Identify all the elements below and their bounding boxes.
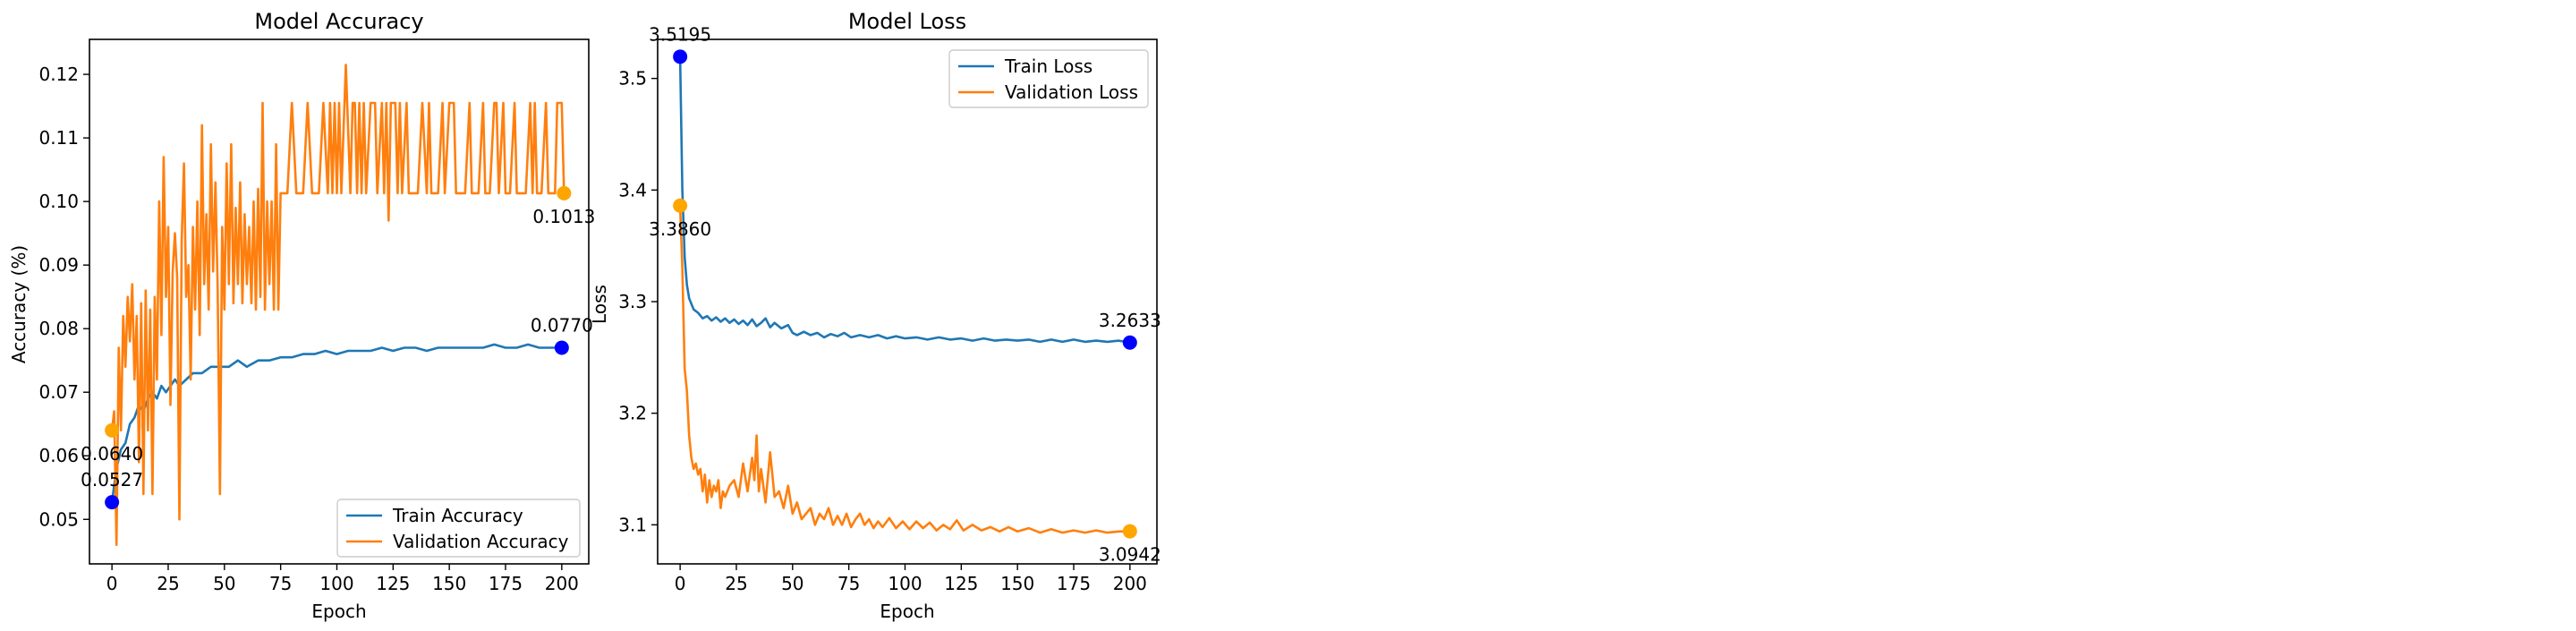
accuracy-y-tick-label: 0.09 [38,254,79,276]
accuracy-y-tick-label: 0.08 [38,318,79,339]
accuracy-y-tick-label: 0.11 [38,127,79,149]
loss-x-tick-label: 175 [1057,573,1091,594]
loss-x-tick-label: 0 [675,573,686,594]
loss-y-tick-label: 3.3 [618,291,647,312]
loss-y-tick-label: 3.1 [618,514,647,535]
accuracy-x-tick-label: 0 [106,573,118,594]
loss-y-tick-label: 3.4 [618,179,647,200]
loss-x-tick-label: 75 [837,573,860,594]
loss-annotation-label-2: 3.2633 [1099,310,1161,331]
loss-x-tick-label: 200 [1113,573,1147,594]
accuracy-legend-box [336,499,581,558]
loss-annotation-label-3: 3.0942 [1099,544,1161,566]
accuracy-x-tick-label: 75 [269,573,292,594]
loss-y-tick-label: 3.2 [618,403,647,424]
loss-annotation-label-0: 3.5195 [649,23,711,45]
loss-x-tick-label: 50 [781,573,803,594]
accuracy-axes-frame [89,38,590,565]
accuracy-annotation-marker-1 [105,422,120,438]
loss-axes-frame [657,38,1158,565]
loss-x-tick-label: 125 [944,573,978,594]
accuracy-annotation-label-3: 0.1013 [532,206,595,227]
loss-y-tick-label: 3.5 [618,68,647,90]
loss-x-tick-label: 100 [888,573,922,594]
loss-legend-label-1: Validation Loss [1005,81,1138,103]
accuracy-chart-title: Model Accuracy [254,9,423,34]
accuracy-x-tick-label: 50 [213,573,235,594]
loss-series-line-0 [678,56,1131,345]
loss-annotation-marker-1 [673,198,688,213]
loss-annotation-label-1: 3.3860 [649,218,711,240]
accuracy-annotation-label-2: 0.0770 [531,314,593,336]
accuracy-x-tick-label: 25 [157,573,179,594]
loss-chart-title: Model Loss [848,9,966,34]
loss-legend-box [948,49,1149,108]
loss-annotation-marker-3 [1122,524,1137,539]
accuracy-annotation-label-1: 0.0640 [81,443,143,465]
accuracy-y-tick-label: 0.12 [38,64,79,85]
accuracy-annotation-marker-0 [105,495,120,510]
accuracy-y-tick-label: 0.05 [38,508,79,530]
accuracy-annotation-marker-2 [554,340,569,355]
accuracy-y-tick-label: 0.07 [38,381,79,403]
loss-annotation-marker-0 [673,49,688,64]
loss-x-tick-label: 150 [1000,573,1034,594]
loss-legend-label-0: Train Loss [1004,55,1092,77]
accuracy-x-tick-label: 125 [376,573,410,594]
loss-series-line-1 [678,205,1130,534]
loss-legend: Train Loss Validation Loss [948,49,1149,108]
accuracy-x-tick-label: 200 [545,573,579,594]
accuracy-y-axis-label: Accuracy (%) [8,245,30,363]
accuracy-x-tick-label: 100 [319,573,353,594]
loss-annotation-marker-2 [1122,335,1137,350]
loss-x-tick-label: 25 [725,573,747,594]
accuracy-y-tick-label: 0.06 [38,445,79,466]
loss-chart: Model Loss Epoch Loss 3.5195 3.3860 3.2633… [589,9,1161,622]
accuracy-x-axis-label: Epoch [311,601,366,622]
accuracy-x-tick-label: 175 [489,573,523,594]
loss-x-axis-label: Epoch [880,601,934,622]
accuracy-legend-label-1: Validation Accuracy [393,531,569,552]
accuracy-annotation-label-0: 0.0527 [81,469,143,490]
accuracy-legend: Train Accuracy Validation Accuracy [336,499,581,558]
loss-y-axis-label: Loss [589,285,610,324]
accuracy-y-tick-label: 0.10 [38,191,79,212]
accuracy-x-tick-label: 150 [432,573,466,594]
accuracy-legend-label-0: Train Accuracy [392,505,523,526]
accuracy-chart: Model Accuracy Epoch Accuracy (%) 0.0527… [8,9,595,622]
accuracy-series-line-1 [110,64,565,546]
accuracy-annotation-marker-3 [557,185,572,200]
